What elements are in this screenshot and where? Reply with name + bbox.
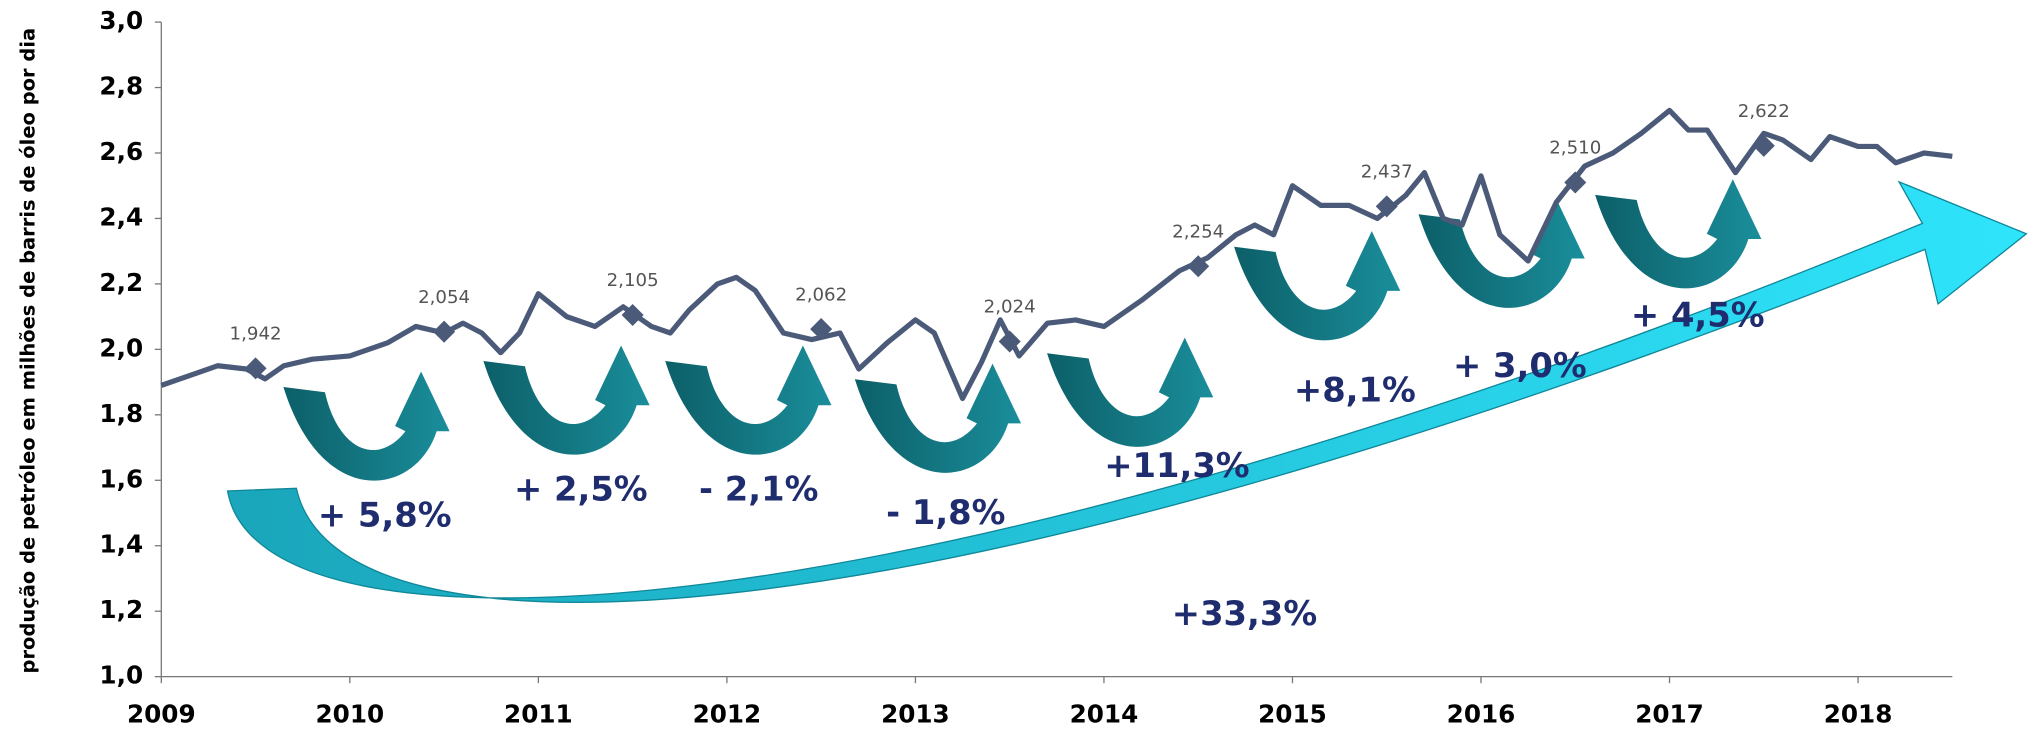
- x-tick-label: 2010: [316, 700, 385, 729]
- production-line: [160, 107, 1953, 402]
- value-label: 2,510: [1549, 138, 1601, 159]
- x-tick-label: 2011: [504, 700, 573, 729]
- value-label: 2,105: [607, 270, 659, 291]
- marker: [810, 318, 833, 341]
- y-tick-label: 2,8: [99, 72, 143, 101]
- value-label: 2,254: [1172, 221, 1224, 242]
- y-axis-label: produção de petróleo em milhões de barri…: [16, 28, 39, 674]
- value-label: 2,024: [984, 297, 1036, 318]
- growth-label: +11,3%: [1104, 446, 1249, 485]
- x-tick-label: 2017: [1635, 700, 1704, 729]
- x-tick-label: 2018: [1824, 700, 1893, 729]
- y-tick-label: 1,8: [99, 399, 143, 428]
- growth-arrow: [1234, 231, 1401, 341]
- value-label: 2,054: [418, 287, 470, 308]
- growth-label: +33,3%: [1172, 594, 1317, 633]
- growth-arrow: [665, 345, 832, 455]
- y-tick-label: 2,4: [99, 202, 143, 231]
- big-arrow: [226, 180, 2028, 603]
- x-tick-label: 2013: [881, 700, 950, 729]
- value-label: 2,622: [1738, 101, 1790, 122]
- marker: [998, 330, 1021, 353]
- growth-label: - 2,1%: [699, 469, 818, 508]
- x-tick-label: 2016: [1447, 700, 1516, 729]
- growth-arrow: [854, 363, 1022, 473]
- y-tick-label: 3,0: [99, 6, 143, 35]
- x-tick-label: 2014: [1070, 700, 1139, 729]
- x-tick-label: 2012: [693, 700, 762, 729]
- growth-label: - 1,8%: [886, 493, 1005, 532]
- value-label: 2,437: [1361, 162, 1413, 183]
- value-label: 2,062: [795, 284, 847, 305]
- x-tick-label: 2015: [1258, 700, 1327, 729]
- growth-label: + 5,8%: [318, 495, 452, 534]
- growth-arrow: [283, 371, 450, 481]
- growth-arrow: [1595, 179, 1762, 289]
- marker: [433, 320, 456, 343]
- growth-label: + 2,5%: [514, 469, 648, 508]
- y-tick-label: 1,0: [99, 661, 143, 690]
- value-label: 1,942: [230, 324, 282, 345]
- growth-label: + 3,0%: [1453, 346, 1587, 385]
- y-tick-label: 1,2: [99, 595, 143, 624]
- y-tick-label: 1,4: [99, 530, 143, 559]
- y-tick-label: 2,0: [99, 333, 143, 362]
- growth-label: +8,1%: [1294, 371, 1416, 410]
- marker: [244, 357, 267, 380]
- growth-label: + 4,5%: [1631, 295, 1765, 334]
- y-tick-label: 2,2: [99, 268, 143, 297]
- growth-arrow: [1047, 337, 1214, 447]
- growth-arrow: [483, 345, 650, 455]
- y-tick-label: 1,6: [99, 464, 143, 493]
- y-tick-label: 2,6: [99, 137, 143, 166]
- x-tick-label: 2009: [127, 700, 196, 729]
